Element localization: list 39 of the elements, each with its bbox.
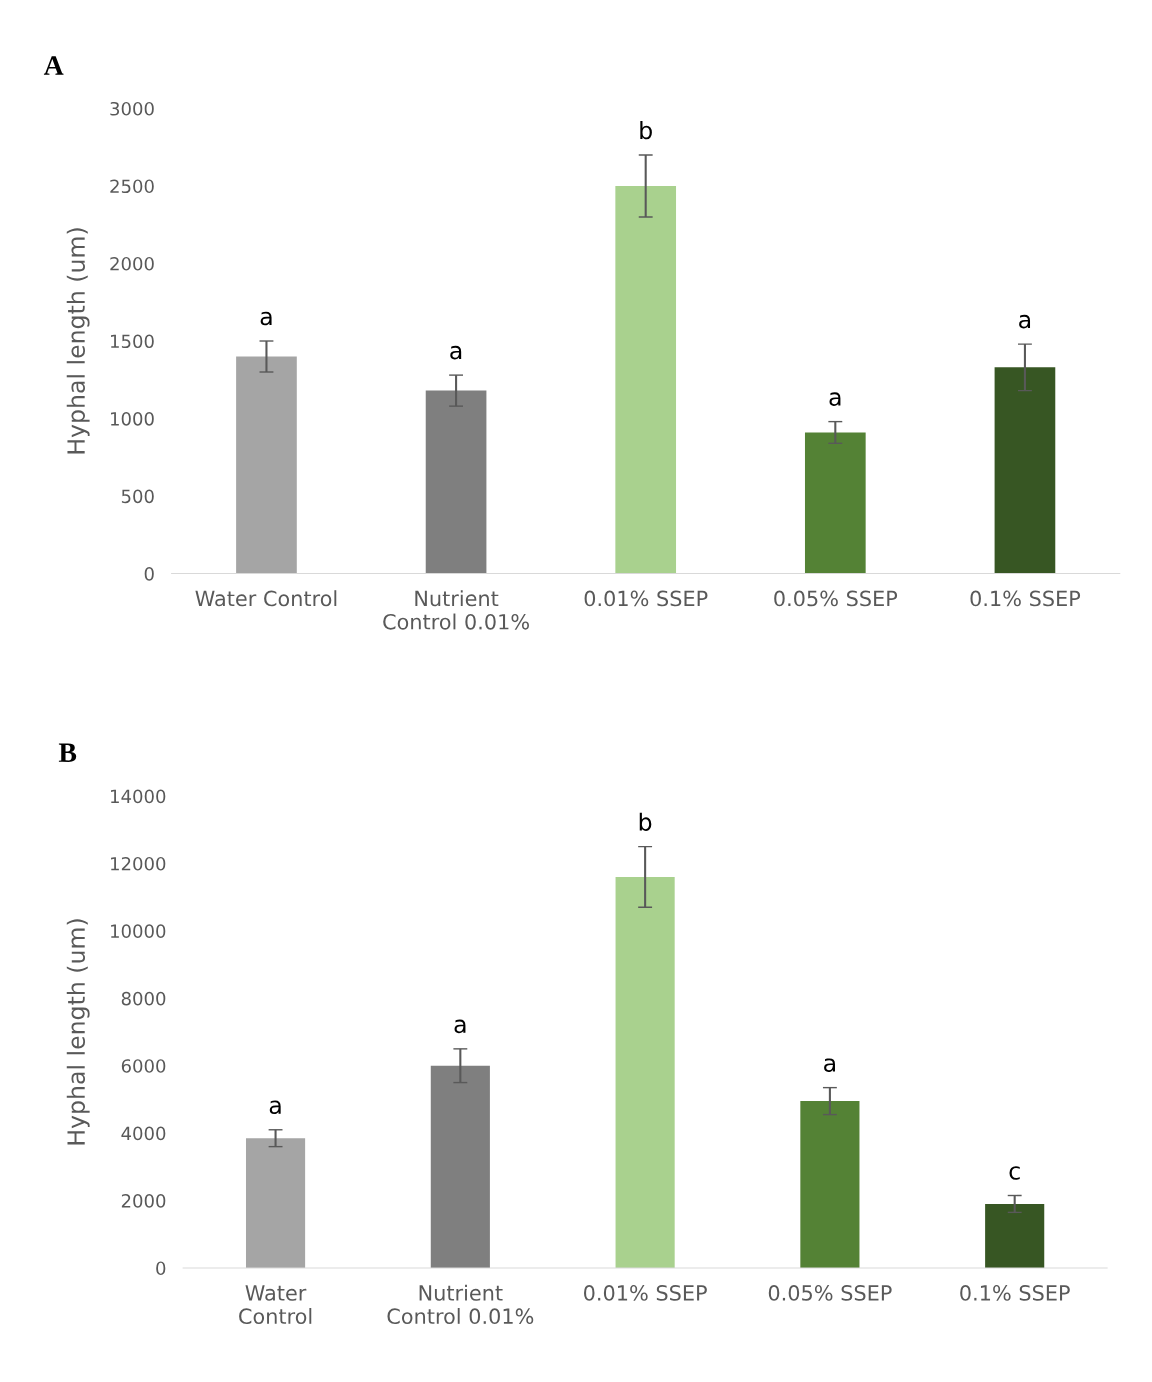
y-tick-label: 8000 [121,991,166,1006]
x-tick-label: Nutrient Control 0.01% [383,590,529,630]
x-tick-label: 0.01% SSEP [584,1285,707,1301]
y-tick-label: 10000 [111,924,166,938]
annotation: a [269,1100,281,1115]
y-tick-label: 12000 [111,856,166,871]
chart-title: B [58,743,77,762]
y-tick-label: 6000 [121,1059,166,1073]
x-tick-label: Nutrient Control 0.01% [387,1284,534,1325]
y-tick-label: 0 [156,1261,166,1276]
y-tick-label: 2500 [110,179,154,194]
y-tick-label: 500 [121,489,154,504]
annotation: b [639,812,652,831]
y-axis-title: Hyphal length (um) [66,919,90,1145]
y-axis-title: Hyphal length (um) [66,228,90,454]
annotation: a [454,1019,466,1034]
annotation: a [260,311,272,326]
x-tick-label: 0.05% SSEP [774,590,898,607]
y-tick-label: 2000 [121,1194,166,1208]
annotation: a [829,392,841,406]
y-tick-label: 1000 [111,411,154,426]
x-tick-label: 0.1% SSEP [970,590,1081,607]
annotation: c [1009,1166,1020,1180]
x-tick-label: 0.1% SSEP [960,1285,1070,1301]
y-tick-label: 2000 [110,256,154,271]
annotation: a [1019,314,1031,329]
y-tick-label: 3000 [110,101,154,116]
y-tick-label: 4000 [121,1126,166,1141]
x-tick-label: 0.05% SSEP [768,1285,892,1301]
x-tick-label: 0.01% SSEP [584,590,708,607]
y-tick-label: 14000 [111,789,166,804]
annotation: a [824,1058,835,1072]
annotation: b [640,121,652,140]
x-tick-label: Water Control [195,590,337,607]
x-tick-label: Water Control [239,1285,312,1325]
annotation: a [450,345,462,360]
chart-title: A [43,56,64,75]
y-tick-label: 0 [144,566,154,581]
y-tick-label: 1500 [111,334,154,349]
